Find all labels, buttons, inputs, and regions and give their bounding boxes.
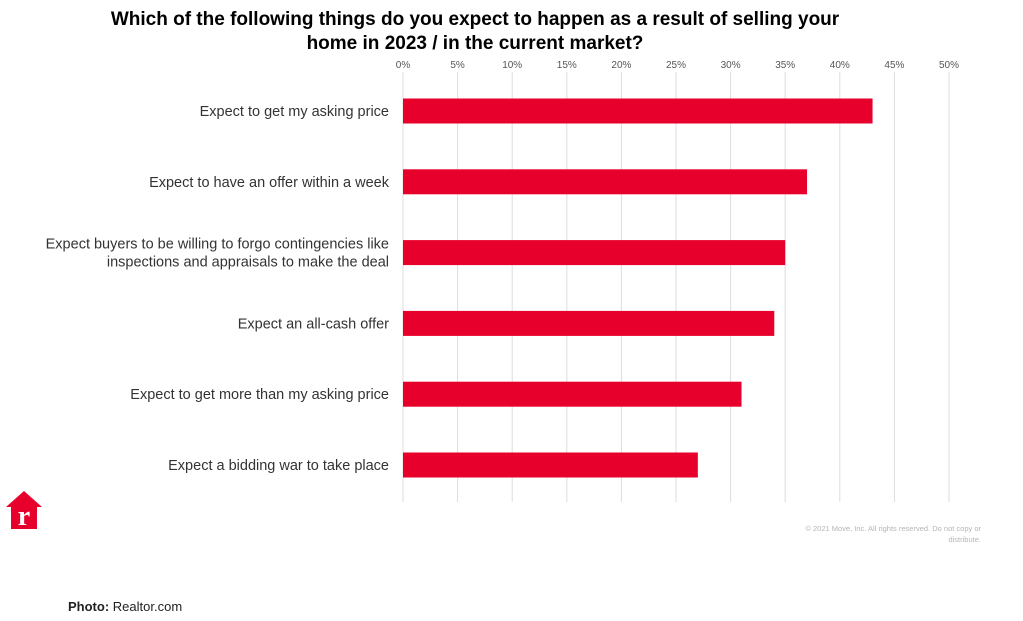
tick-label: 50% — [939, 60, 959, 71]
tick-label: 10% — [502, 60, 522, 71]
copyright-line-1: © 2021 Move, Inc. All rights reserved. D… — [805, 524, 981, 533]
tick-label: 20% — [611, 60, 631, 71]
photo-credit-label: Photo: — [68, 599, 110, 614]
tick-label: 35% — [775, 60, 795, 71]
tick-label: 45% — [884, 60, 904, 71]
tick-label: 40% — [830, 60, 850, 71]
tick-label: 0% — [396, 60, 411, 71]
bar — [403, 310, 775, 336]
tick-label: 15% — [557, 60, 577, 71]
bar — [403, 452, 698, 478]
chart-title: Which of the following things do you exp… — [40, 8, 910, 56]
bar — [403, 169, 808, 195]
photo-credit-source: Realtor.com — [112, 599, 183, 614]
category-label: inspections and appraisals to make the d… — [107, 255, 389, 271]
category-label: Expect to have an offer within a week — [149, 175, 390, 191]
photo-credit: Photo: Realtor.com — [68, 599, 182, 614]
category-label: Expect buyers to be willing to forgo con… — [46, 237, 389, 253]
category-label: Expect a bidding war to take place — [168, 458, 389, 474]
chart-title-line-1: Which of the following things do you exp… — [110, 9, 840, 30]
category-label: Expect to get more than my asking price — [130, 387, 389, 403]
copyright-line-2: distribute. — [948, 535, 981, 544]
copyright-notice: © 2021 Move, Inc. All rights reserved. D… — [721, 523, 981, 545]
bar — [403, 381, 742, 407]
category-label: Expect an all-cash offer — [238, 316, 389, 332]
bar — [403, 240, 786, 266]
chart-title-line-2: home in 2023 / in the current market? — [306, 33, 644, 54]
bar — [403, 98, 873, 124]
tick-label: 25% — [666, 60, 686, 71]
category-label: Expect to get my asking price — [200, 104, 389, 120]
tick-label: 30% — [721, 60, 741, 71]
realtor-logo-icon: r — [4, 489, 44, 536]
tick-label: 5% — [450, 60, 465, 71]
logo-letter: r — [18, 501, 30, 531]
